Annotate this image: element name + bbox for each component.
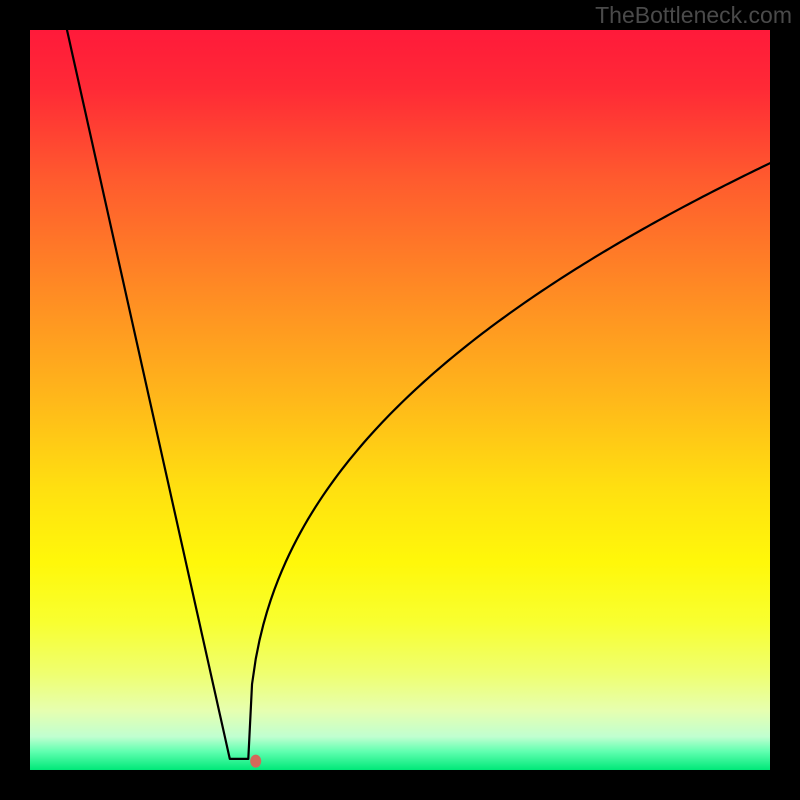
watermark-text: TheBottleneck.com [595, 2, 792, 29]
bottleneck-chart: TheBottleneck.com [0, 0, 800, 800]
chart-svg [0, 0, 800, 800]
